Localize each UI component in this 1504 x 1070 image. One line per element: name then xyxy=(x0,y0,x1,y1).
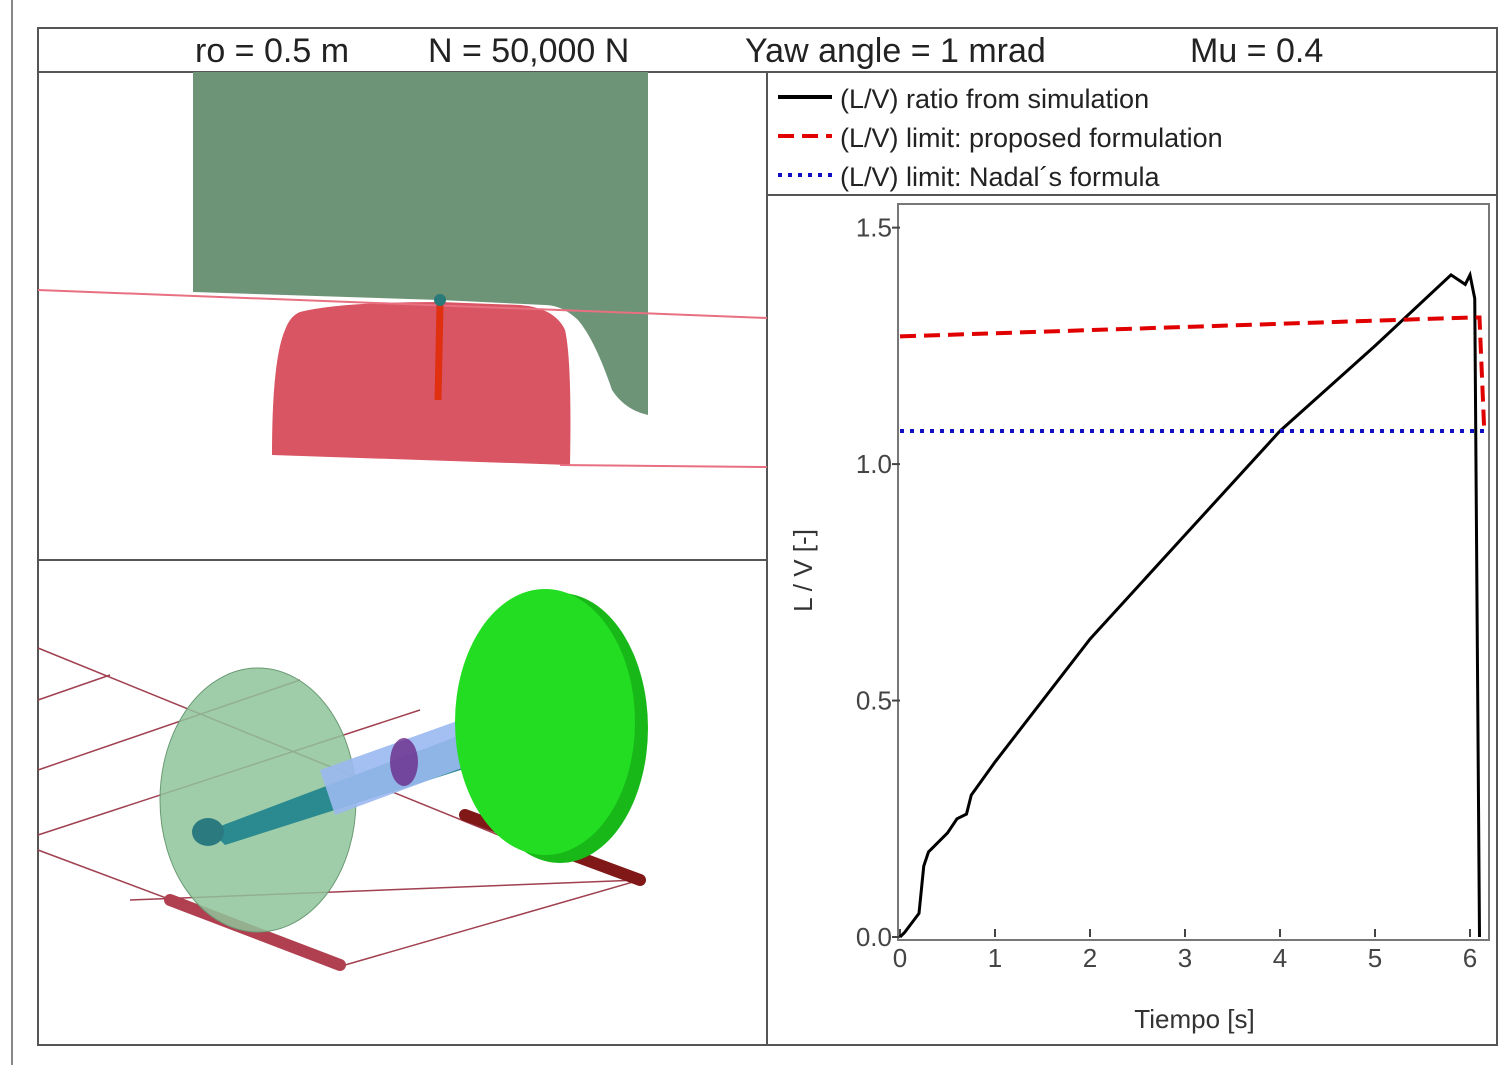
collar xyxy=(390,738,418,786)
x-tick-label: 0 xyxy=(893,943,907,973)
contact-point xyxy=(434,294,446,306)
x-tick-label: 2 xyxy=(1083,943,1097,973)
x-tick-label: 5 xyxy=(1368,943,1382,973)
x-tick-label: 6 xyxy=(1463,943,1477,973)
y-tick-label: 1.5 xyxy=(856,213,892,243)
x-tick-label: 4 xyxy=(1273,943,1287,973)
y-axis-label: L / V [-] xyxy=(788,529,818,612)
x-tick-label: 1 xyxy=(988,943,1002,973)
legend-label: (L/V) limit: Nadal´s formula xyxy=(840,162,1161,192)
y-tick-label: 0.5 xyxy=(856,686,892,716)
wheel xyxy=(455,589,635,855)
x-tick-label: 3 xyxy=(1178,943,1192,973)
screen: ro = 0.5 m N = 50,000 N Yaw angle = 1 mr… xyxy=(0,0,1504,1065)
y-tick-label: 0.0 xyxy=(856,922,892,952)
header-item: Yaw angle = 1 mrad xyxy=(745,32,1046,70)
y-tick-label: 1.0 xyxy=(856,449,892,479)
legend-label: (L/V) limit: proposed formulation xyxy=(840,123,1223,153)
header-item: Mu = 0.4 xyxy=(1190,32,1323,70)
legend-label: (L/V) ratio from simulation xyxy=(840,84,1149,114)
rail-profile xyxy=(272,302,570,465)
header-item: N = 50,000 N xyxy=(428,32,629,70)
header-item: ro = 0.5 m xyxy=(195,32,349,70)
force-arrow xyxy=(438,305,440,400)
x-axis-label: Tiempo [s] xyxy=(1134,1004,1254,1034)
axle-end xyxy=(192,818,224,846)
